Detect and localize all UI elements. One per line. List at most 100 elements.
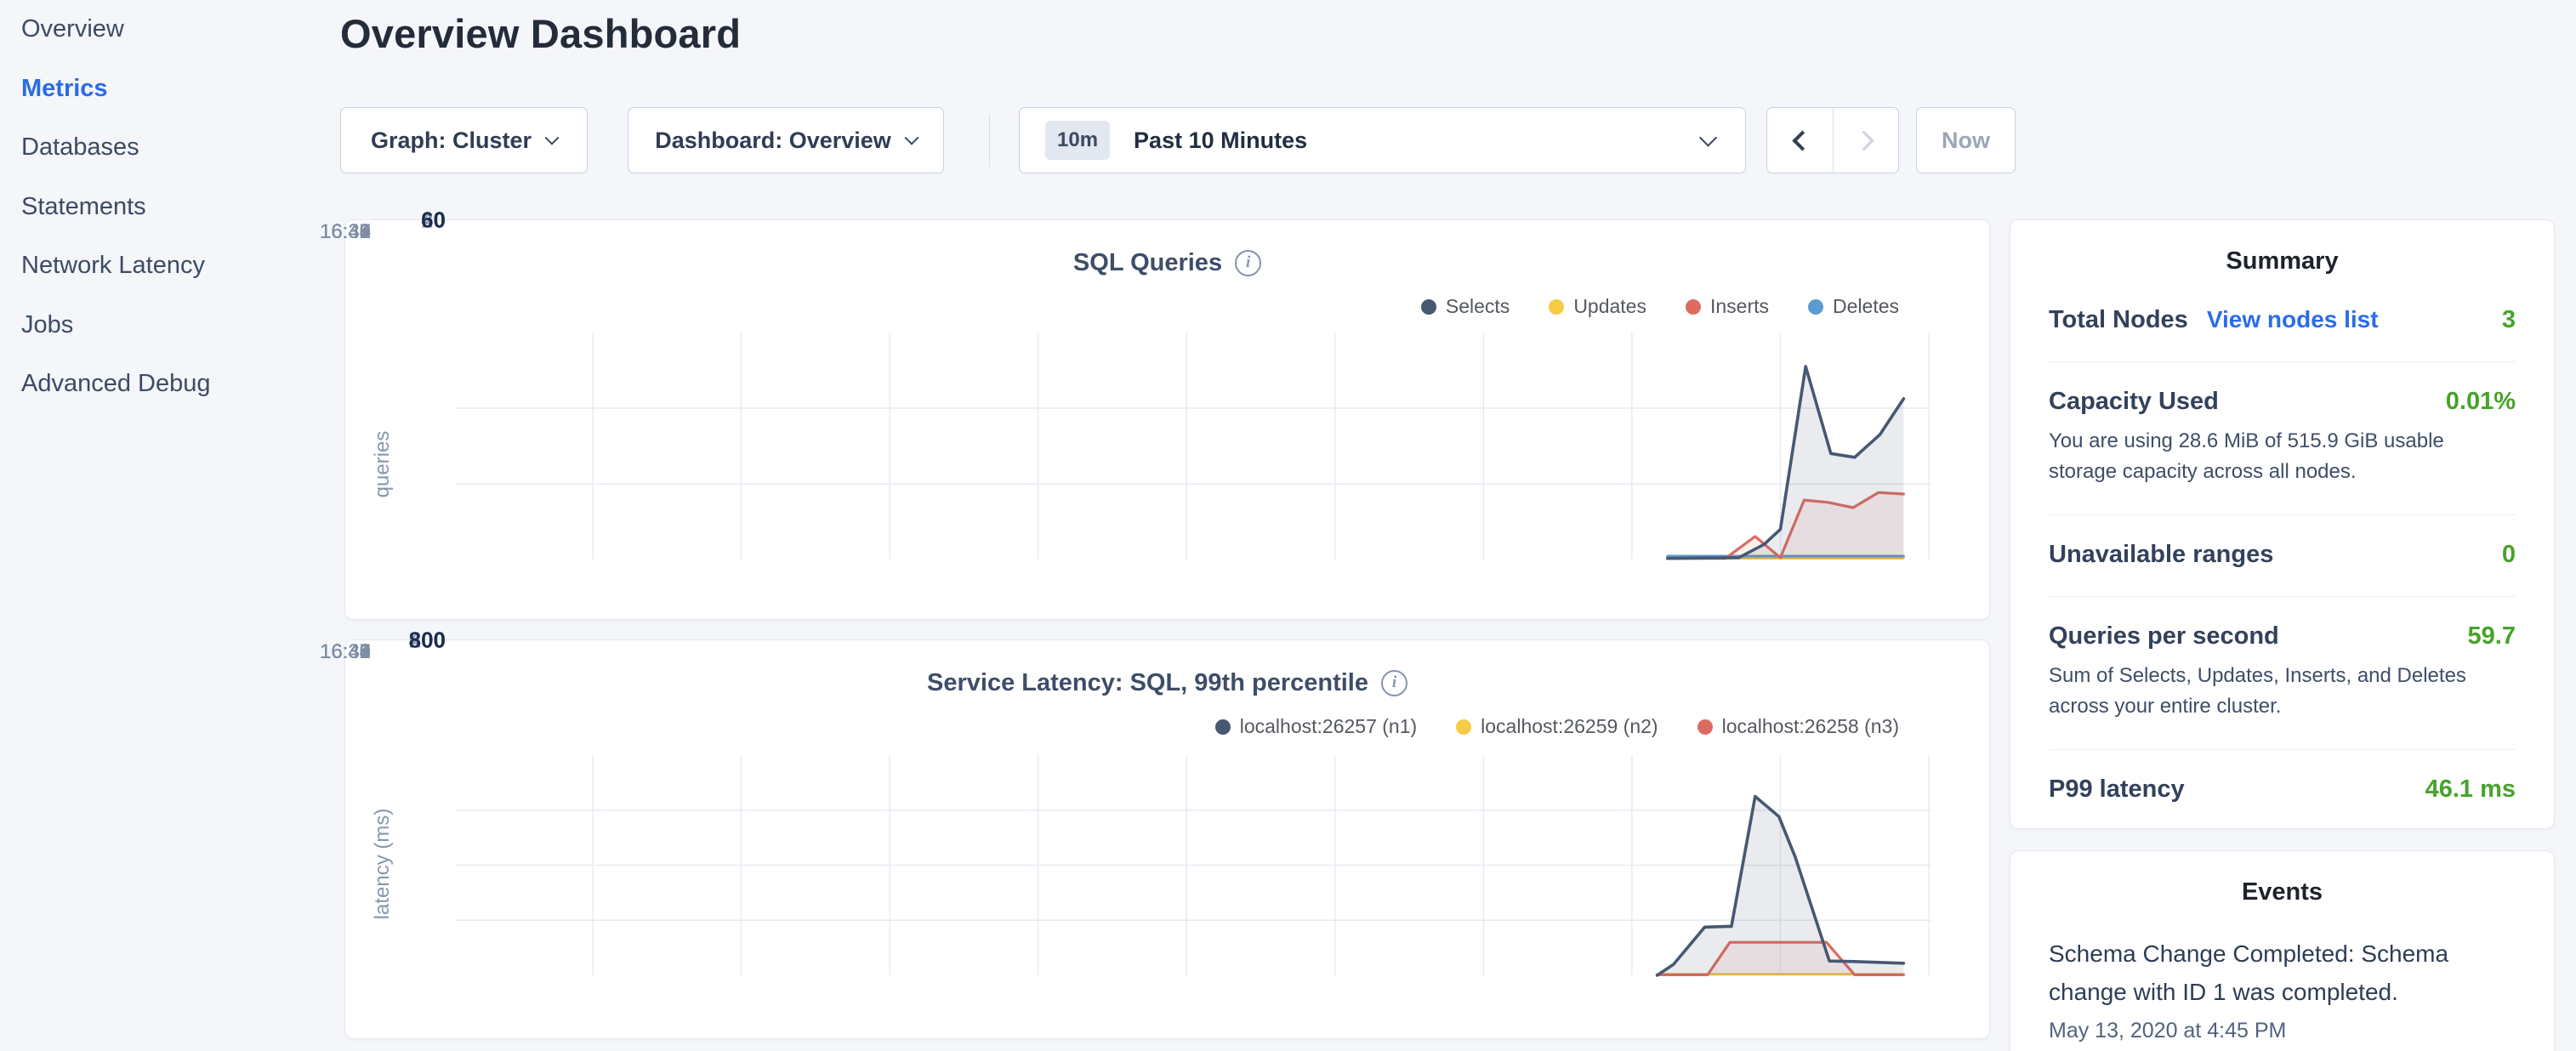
legend-dot-icon xyxy=(1214,719,1231,735)
summary-row-value: 46.1 ms xyxy=(2425,775,2516,803)
y-axis-label: latency (ms) xyxy=(371,808,394,920)
summary-row: Total Nodes View nodes list 3 xyxy=(2049,281,2516,362)
x-axis-tick: 16:44 xyxy=(319,640,372,663)
chart-legend: localhost:26257 (n1) localhost:26259 (n2)… xyxy=(1214,715,1899,738)
sidebar-item-advanced-debug[interactable]: Advanced Debug xyxy=(21,370,211,398)
sidebar-nav: Overview Metrics Databases Statements Networ… xyxy=(21,0,327,414)
time-range-picker[interactable]: 10m Past 10 Minutes xyxy=(1019,107,1746,173)
chevron-down-icon xyxy=(904,130,919,145)
event-timestamp: May 13, 2020 at 4:45 PM xyxy=(2049,1018,2287,1042)
plot-area[interactable] xyxy=(456,747,1936,1002)
summary-row-value: 0.01% xyxy=(2445,388,2516,415)
summary-row-label: Capacity Used xyxy=(2049,388,2219,415)
y-axis-tick: 400 xyxy=(408,627,446,653)
chevron-down-icon xyxy=(1698,128,1718,147)
chart-title: SQL Queries xyxy=(1072,248,1223,276)
legend-label: localhost:26257 (n1) xyxy=(1239,715,1418,737)
graph-dropdown[interactable]: Graph: Cluster xyxy=(340,107,588,173)
time-nav-group xyxy=(1766,107,1899,173)
x-axis-tick: 16:39 xyxy=(319,640,372,663)
page-title: Overview Dashboard xyxy=(340,11,742,56)
legend-dot-icon xyxy=(1808,298,1824,315)
chevron-down-icon xyxy=(544,130,560,145)
x-axis-tick: 16:46 xyxy=(319,220,372,243)
sidebar-item-statements[interactable]: Statements xyxy=(21,192,146,220)
summary-row-label: P99 latency xyxy=(2049,775,2185,803)
x-axis-tick: 16:45 xyxy=(319,640,372,663)
x-axis-tick: 16:41 xyxy=(319,220,372,243)
x-axis-tick: 16:42 xyxy=(319,220,372,243)
summary-row-label: Queries per second xyxy=(2049,622,2279,650)
summary-row-value: 59.7 xyxy=(2467,622,2516,650)
y-axis-tick: 200 xyxy=(408,627,446,653)
legend-item[interactable]: Deletes xyxy=(1808,295,1899,318)
sidebar-item-jobs[interactable]: Jobs xyxy=(21,310,74,338)
summary-row: P99 latency 46.1 ms xyxy=(2049,750,2516,831)
chevron-right-icon xyxy=(1853,129,1874,151)
events-title: Events xyxy=(2241,878,2323,906)
summary-row-description: You are using 28.6 MiB of 515.9 GiB usab… xyxy=(2049,429,2444,483)
legend-item[interactable]: localhost:26257 (n1) xyxy=(1214,715,1418,738)
sql-queries-chart-card: SQL Queries i Selects Updates Inserts Delet… xyxy=(320,207,1990,620)
x-axis-tick: 16:42 xyxy=(319,640,372,663)
y-axis-tick: 800 xyxy=(408,627,446,653)
y-axis-label: queries xyxy=(371,430,394,498)
summary-row-label: Unavailable ranges xyxy=(2049,541,2274,568)
legend-label: localhost:26258 (n3) xyxy=(1721,715,1899,737)
summary-row-label: Total Nodes xyxy=(2049,306,2188,333)
sidebar-item-databases[interactable]: Databases xyxy=(21,134,139,162)
legend-dot-icon xyxy=(1685,298,1701,315)
summary-row: Queries per second 59.7 Sum of Selects, Up… xyxy=(2049,597,2516,750)
y-axis-tick: 20 xyxy=(421,207,446,233)
x-axis-tick: 16:44 xyxy=(319,220,372,243)
event-message: Schema Change Completed: Schema change w… xyxy=(2049,940,2449,1005)
x-axis-tick: 16:47 xyxy=(319,220,372,243)
legend-label: localhost:26259 (n2) xyxy=(1481,715,1658,737)
summary-title: Summary xyxy=(2226,247,2339,275)
x-axis-tick: 16:40 xyxy=(319,640,372,663)
legend-item[interactable]: localhost:26258 (n3) xyxy=(1697,715,1899,738)
legend-item[interactable]: Inserts xyxy=(1685,295,1769,318)
y-axis-tick: 0 xyxy=(433,207,446,233)
info-icon[interactable]: i xyxy=(1235,249,1262,276)
now-button[interactable]: Now xyxy=(1916,107,2016,173)
x-axis-tick: 16:45 xyxy=(319,220,372,243)
sidebar-item-metrics[interactable]: Metrics xyxy=(21,74,108,102)
summary-row-value: 0 xyxy=(2501,541,2516,568)
chart-title: Service Latency: SQL, 99th percentile xyxy=(927,668,1368,696)
view-nodes-list-link[interactable]: View nodes list xyxy=(2206,306,2379,332)
plot-area[interactable] xyxy=(456,324,1936,579)
time-range-badge: 10m xyxy=(1045,121,1111,160)
sidebar-item-overview[interactable]: Overview xyxy=(21,15,124,43)
prev-range-button[interactable] xyxy=(1767,108,1833,173)
service-latency-chart-card: Service Latency: SQL, 99th percentile i … xyxy=(320,628,1990,1039)
sidebar-item-network-latency[interactable]: Network Latency xyxy=(21,252,205,280)
legend-item[interactable]: Selects xyxy=(1420,295,1510,318)
legend-item[interactable]: Updates xyxy=(1549,295,1646,318)
summary-row: Capacity Used 0.01% You are using 28.6 MiB… xyxy=(2049,362,2516,515)
legend-label: Selects xyxy=(1445,295,1510,317)
x-axis-tick: 16:43 xyxy=(319,640,372,663)
legend-label: Updates xyxy=(1573,295,1646,317)
legend-dot-icon xyxy=(1456,719,1472,735)
x-axis-tick: 16:43 xyxy=(319,220,372,243)
event-item[interactable]: Schema Change Completed: Schema change w… xyxy=(2010,935,2554,1043)
x-axis-tick: 16:47 xyxy=(319,640,372,663)
next-range-button[interactable] xyxy=(1833,108,1898,173)
x-axis-tick: 16:39 xyxy=(319,220,372,243)
y-axis-tick: 40 xyxy=(421,207,446,233)
summary-row-description: Sum of Selects, Updates, Inserts, and De… xyxy=(2049,664,2466,718)
dashboard-dropdown[interactable]: Dashboard: Overview xyxy=(628,107,944,173)
graph-dropdown-label: Graph: Cluster xyxy=(370,127,532,153)
x-axis-tick: 16:40 xyxy=(319,220,372,243)
summary-row: Unavailable ranges 0 xyxy=(2049,515,2516,597)
legend-dot-icon xyxy=(1420,298,1436,315)
legend-dot-icon xyxy=(1549,298,1565,315)
legend-item[interactable]: localhost:26259 (n2) xyxy=(1456,715,1658,738)
x-axis-tick: 16:38 xyxy=(319,220,372,243)
info-icon[interactable]: i xyxy=(1380,669,1407,696)
controls-divider xyxy=(989,114,990,167)
summary-row-value: 3 xyxy=(2501,306,2516,333)
now-button-label: Now xyxy=(1942,127,1990,153)
chart-legend: Selects Updates Inserts Deletes xyxy=(1420,295,1899,318)
